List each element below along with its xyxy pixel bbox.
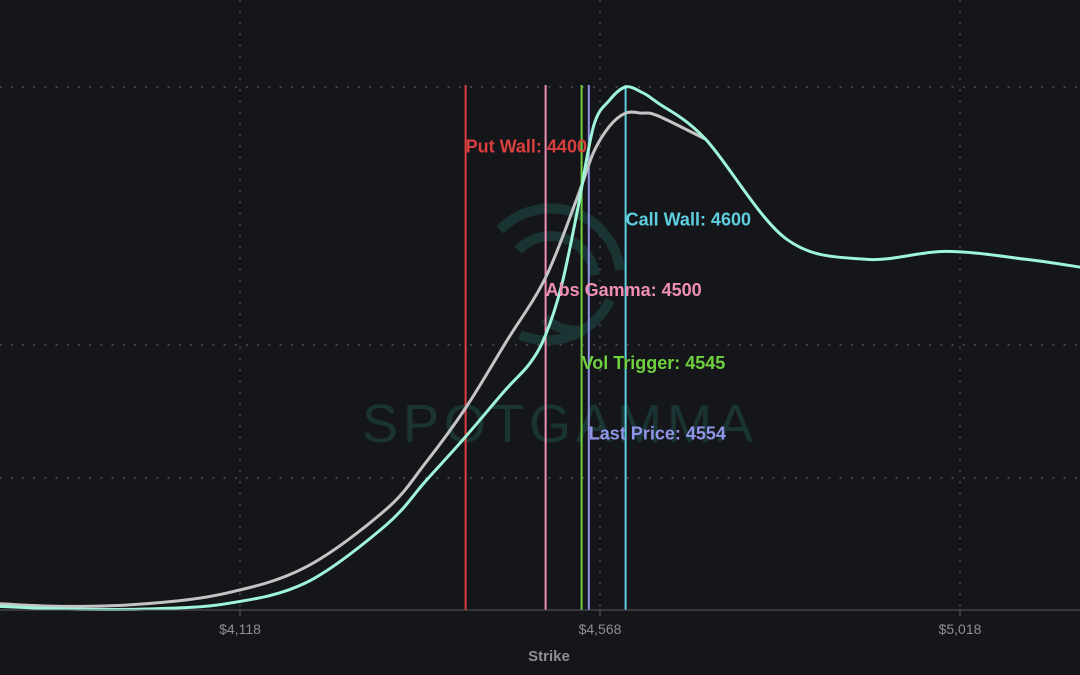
x-axis-title: Strike [528, 648, 570, 665]
watermark-text: SPOTGAMMA [362, 394, 758, 454]
level-label-abs-gamma: Abs Gamma: 4500 [546, 280, 702, 300]
x-tick-label: $4,118 [219, 621, 261, 637]
series-line-gray [0, 110, 708, 608]
x-tick-label: $4,568 [579, 621, 622, 637]
level-label-vol-trigger: Vol Trigger: 4545 [582, 353, 726, 373]
level-label-last-price: Last Price: 4554 [589, 423, 726, 443]
grid [0, 0, 1080, 611]
x-axis-ticks: $4,118 $4,568 $5,018 [219, 610, 982, 637]
x-tick-label: $5,018 [939, 621, 982, 637]
level-lines [464, 85, 627, 610]
level-labels: Put Wall: 4400 Abs Gamma: 4500 Vol Trigger… [466, 136, 751, 443]
level-label-put-wall: Put Wall: 4400 [466, 136, 587, 156]
series-lines [0, 85, 1080, 612]
level-label-call-wall: Call Wall: 4600 [626, 209, 751, 229]
series-line-mint [0, 85, 1080, 612]
